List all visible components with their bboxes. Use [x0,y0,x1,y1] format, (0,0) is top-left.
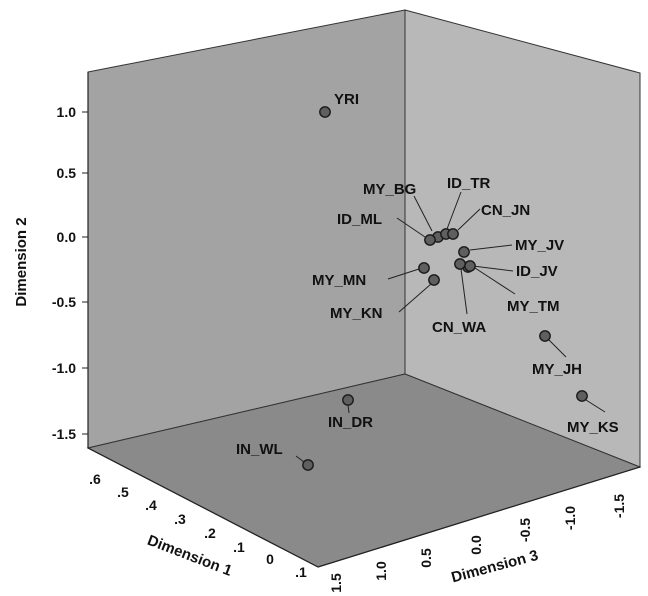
point-label: ID_JV [516,263,558,280]
point-label: ID_ML [337,211,382,228]
dimension1-tick-label: .6 [89,471,101,487]
point-marker [447,228,459,240]
dimension1-tick-label: .1 [295,564,307,580]
leader-line [474,267,516,295]
point-label: ID_TR [447,175,491,192]
point-label: MY_BG [363,181,416,198]
leader-line [398,283,432,313]
point-marker [418,262,430,274]
leader-line [387,268,420,280]
leader-line [469,244,513,251]
dimension3-tick-label: 1.5 [328,573,344,593]
dimension3-tick-label: -1.0 [562,506,578,530]
dimension2-tick-label: 0.0 [57,229,77,245]
point-marker [539,330,551,342]
dimension1-tick-label: .5 [117,484,129,500]
dimension3-ticks: 1.5 1.0 0.5 0.0 -0.5 -1.0 -1.5 [328,494,627,593]
point-label: MY_TM [507,298,560,315]
point-label: MY_JH [532,361,582,378]
point-label: YRI [334,91,359,108]
point-label: MY_KS [567,419,619,436]
leader-line [413,195,433,232]
dimension1-ticks: .6 .5 .4 .3 .2 .1 0 .1 [89,471,307,580]
leader-line [446,191,462,230]
leader-line [585,399,606,413]
data-points: YRI MY_BG ID_TR CN_JN ID_ML MY_JV ID_JV MY_MN MY… [236,91,619,471]
dimension1-tick-label: 0 [266,551,274,567]
point-marker [464,260,476,272]
leader-line [295,455,305,463]
back-wall [87,9,406,449]
point-label: CN_WA [432,319,486,336]
point-label: MY_JV [515,237,564,254]
point-label: CN_JN [481,202,530,219]
dimension3-tick-label: 0.5 [418,548,434,568]
point-label: IN_DR [328,414,373,431]
point-label: IN_WL [236,441,283,458]
dimension3-tick-label: 1.0 [373,561,389,581]
dimension1-axis-line [87,447,319,568]
dimension1-tick-label: .1 [233,539,245,555]
dimension2-title: Dimension 2 [13,217,30,306]
dimension2-tick-label: -0.5 [52,294,76,310]
dimension3-tick-label: -0.5 [517,518,533,542]
point-marker [342,394,354,406]
dimension1-tick-label: .4 [145,497,157,513]
leader-line [548,339,567,358]
dimension1-tick-label: .2 [204,525,216,541]
point-label: MY_MN [312,272,366,289]
dimension1-tick-label: .3 [174,511,186,527]
dimension1-title: Dimension 1 [145,532,234,580]
leader-line [457,208,481,231]
leader-line [396,217,426,238]
dimension2-ticks: 1.0 0.5 0.0 -0.5 -1.0 -1.5 [52,104,88,442]
point-marker [576,390,588,402]
leader-line [347,404,350,414]
leader-line [472,265,514,272]
dimension3-tick-label: 0.0 [468,535,484,555]
point-marker [458,246,470,258]
dimension3-tick-label: -1.5 [611,494,627,518]
dimension2-tick-label: -1.0 [52,360,76,376]
point-marker [424,234,436,246]
point-marker [319,106,331,118]
point-marker [302,459,314,471]
dimension3-title: Dimension 3 [450,547,541,587]
point-marker [428,274,440,286]
top-left-haze [0,0,160,48]
dimension3-axis-line [317,466,641,568]
dimension2-tick-label: 1.0 [57,104,77,120]
point-marker [454,258,466,270]
dimension2-tick-label: -1.5 [52,426,76,442]
dimension2-tick-label: 0.5 [57,165,77,181]
point-label: MY_KN [330,305,383,322]
leader-line [460,268,468,315]
